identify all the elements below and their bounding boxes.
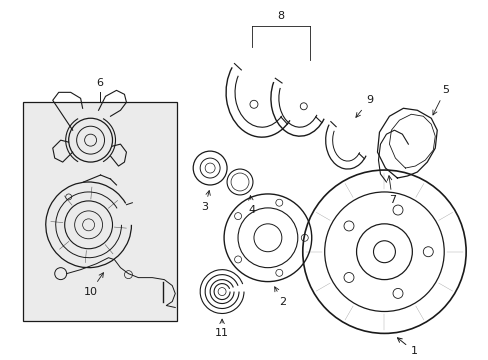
Text: 1: 1 [397,338,417,356]
Text: 7: 7 [386,176,395,205]
Bar [23,102,177,321]
Text: 4: 4 [248,195,255,215]
Text: 6: 6 [96,78,103,88]
Text: 2: 2 [274,287,286,306]
Text: 3: 3 [201,190,210,212]
Text: 5: 5 [432,85,448,115]
Text: 11: 11 [215,319,228,338]
Text: 10: 10 [83,273,103,297]
Text: 9: 9 [355,95,372,117]
Text: 8: 8 [277,10,284,21]
